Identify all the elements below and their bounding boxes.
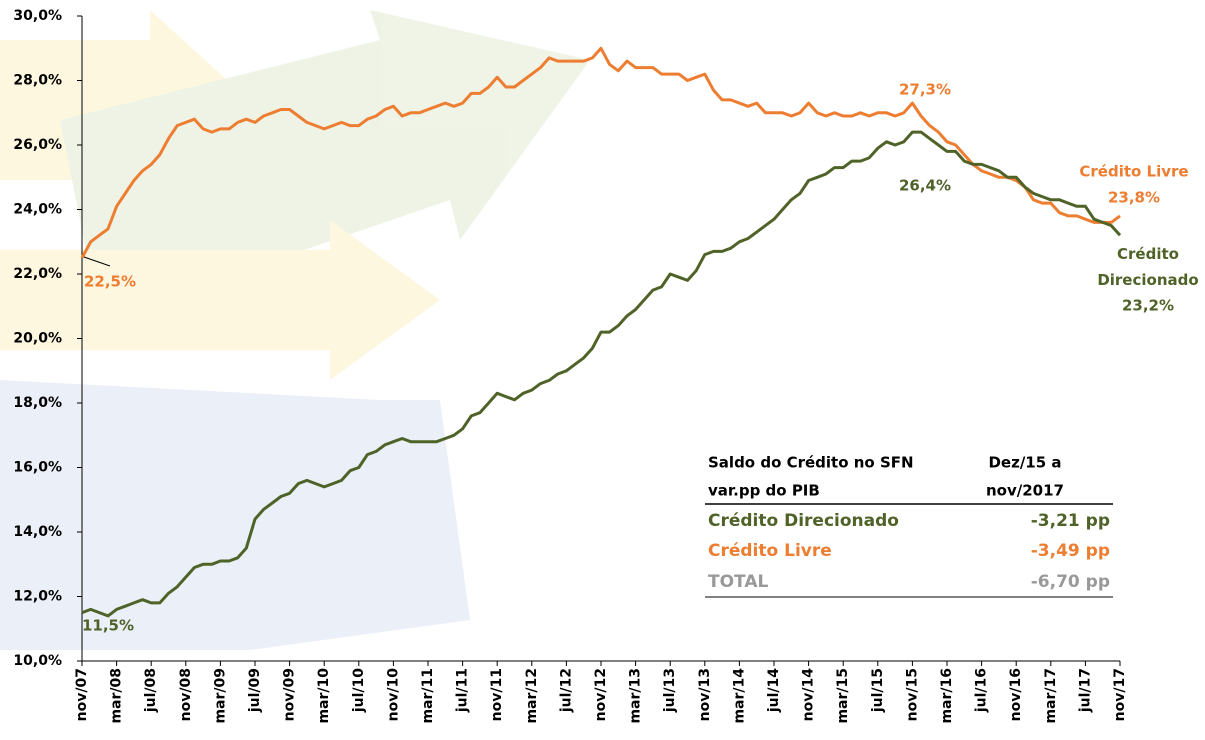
bg-arrow xyxy=(0,380,470,650)
x-tick-label: jul/11 xyxy=(455,668,471,713)
table-cell: TOTAL xyxy=(708,572,768,592)
x-tick-label: jul/17 xyxy=(1077,668,1093,713)
annotation: 11,5% xyxy=(82,617,134,635)
y-tick-label: 16,0% xyxy=(13,460,62,476)
x-tick-label: nov/10 xyxy=(385,668,401,722)
x-tick-label: jul/13 xyxy=(662,668,678,713)
table-header: var.pp do PIB xyxy=(708,482,820,500)
table-cell: -3,49 pp xyxy=(1031,541,1110,561)
table-header: nov/2017 xyxy=(986,482,1064,500)
x-tick-label: jul/14 xyxy=(766,668,782,713)
x-tick-label: nov/16 xyxy=(1008,668,1024,721)
x-tick-label: nov/08 xyxy=(178,668,194,721)
table-header: Saldo do Crédito no SFN xyxy=(708,454,914,472)
x-tick-label: nov/17 xyxy=(1112,668,1128,721)
annotation: 23,8% xyxy=(1108,189,1160,207)
annotation: 27,3% xyxy=(899,81,951,99)
y-tick-label: 24,0% xyxy=(13,202,62,218)
chart: 10,0% 12,0% 14,0% 16,0% 18,0% 20,0% 22,0% 24,0%… xyxy=(0,0,1205,736)
x-tick-label: nov/14 xyxy=(801,668,817,722)
x-tick-label: mar/09 xyxy=(212,668,228,724)
table-cell: Crédito Direcionado xyxy=(708,511,899,531)
table-cell: Crédito Livre xyxy=(708,541,832,561)
y-tick-label: 14,0% xyxy=(13,524,62,540)
y-tick-label: 28,0% xyxy=(13,73,62,89)
series-label: Crédito Livre xyxy=(1079,163,1188,181)
x-tick-label: mar/15 xyxy=(835,668,851,724)
y-tick-label: 12,0% xyxy=(13,589,62,605)
summary-table: Saldo do Crédito no SFN Dez/15 a var.pp … xyxy=(705,454,1113,598)
x-tick-label: nov/15 xyxy=(904,668,920,721)
x-tick-label: mar/10 xyxy=(316,668,332,724)
x-tick-label: jul/10 xyxy=(351,668,367,713)
x-tick-label: mar/12 xyxy=(524,668,540,724)
x-tick-label: mar/08 xyxy=(109,668,125,724)
x-tick-label: nov/07 xyxy=(74,668,90,721)
x-tick-label: mar/17 xyxy=(1043,668,1059,724)
x-tick-label: nov/11 xyxy=(489,668,505,721)
x-tick-label: nov/13 xyxy=(697,668,713,721)
y-tick-label: 10,0% xyxy=(13,653,62,669)
y-tick-label: 22,0% xyxy=(13,266,62,282)
annotation: 22,5% xyxy=(84,273,136,291)
y-tick-label: 30,0% xyxy=(13,8,62,24)
table-cell: -6,70 pp xyxy=(1031,572,1110,592)
x-tick-label: jul/09 xyxy=(247,668,263,713)
y-tick-label: 26,0% xyxy=(13,137,62,153)
x-tick-label: mar/11 xyxy=(420,668,436,724)
x-tick-label: jul/15 xyxy=(870,668,886,713)
y-tick-label: 18,0% xyxy=(13,395,62,411)
annotation: 23,2% xyxy=(1122,297,1174,315)
page: {"chart_data": {"type": "line", "categor… xyxy=(0,0,1205,736)
x-tick-label: jul/16 xyxy=(974,668,990,713)
x-tick-label: nov/09 xyxy=(282,668,298,721)
x-tick-label: nov/12 xyxy=(593,668,609,721)
x-tick-label: jul/12 xyxy=(558,668,574,713)
table-cell: -3,21 pp xyxy=(1031,511,1110,531)
table-header: Dez/15 a xyxy=(988,454,1061,472)
y-tick-label: 20,0% xyxy=(13,331,62,347)
x-tick-label: mar/16 xyxy=(939,668,955,724)
x-tick-label: mar/14 xyxy=(731,668,747,724)
annotation: 26,4% xyxy=(899,177,951,195)
x-tick-label: jul/08 xyxy=(143,668,159,713)
x-tick-label: mar/13 xyxy=(628,668,644,724)
background-arrows xyxy=(0,10,590,650)
